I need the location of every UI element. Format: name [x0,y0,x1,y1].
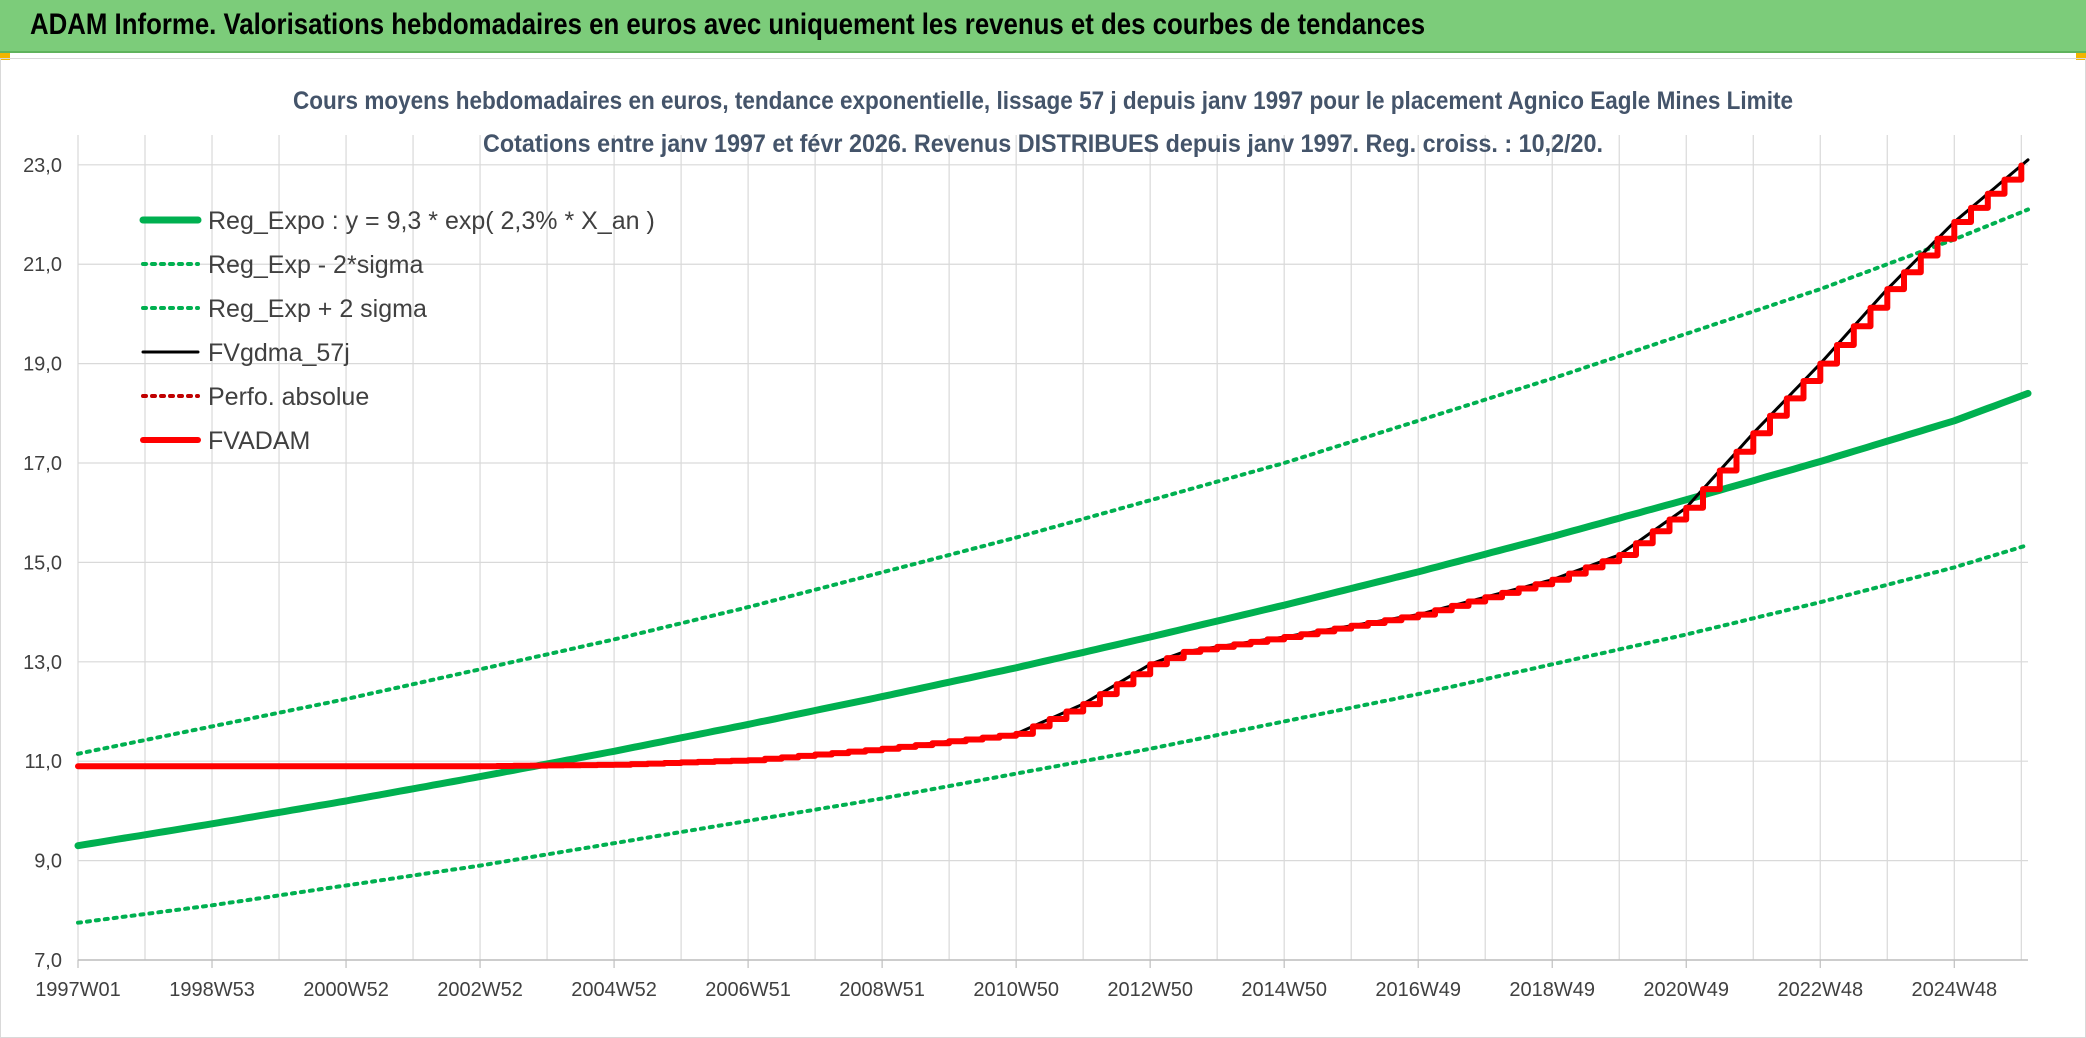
legend-label: FVADAM [208,427,310,455]
x-tick-label: 2016W49 [1375,979,1461,1001]
y-tick-label: 13,0 [23,652,62,674]
x-tick-label: 2000W52 [303,979,389,1001]
legend-label: Perfo. absolue [208,383,369,411]
series-line-reg-exp-2-sigma [76,543,2030,925]
axes: 7,0 9,0 11,0 13,0 15,0 17,0 19,0 21,0 23,0 1997W0… [23,155,2028,1001]
x-tick-label: 1997W01 [35,979,121,1001]
legend-label: Reg_Exp + 2 sigma [208,295,427,323]
report-banner: ADAM Informe. Valorisations hebdomadaire… [0,0,2086,53]
y-tick-label: 19,0 [23,354,62,376]
x-tick-label: 2012W50 [1107,979,1193,1001]
x-tick-label: 2020W49 [1643,979,1729,1001]
y-tick-label: 17,0 [23,453,62,475]
series-line-reg-exp-2-sigma [76,207,2030,756]
y-tick-label: 21,0 [23,254,62,276]
x-tick-label: 2006W51 [705,979,791,1001]
corner-marker-right [2076,53,2086,60]
x-tick-label: 2002W52 [437,979,523,1001]
series-line-fvadam [75,162,2025,770]
x-tick-label: 2014W50 [1241,979,1327,1001]
x-tick-label: 2024W48 [1911,979,1997,1001]
legend: Reg_Expo : y = 9,3 * exp( 2,3% * X_an ) R… [139,207,655,455]
x-tick-label: 2022W48 [1777,979,1863,1001]
x-tick-label: 2004W52 [571,979,657,1001]
x-tick-label: 2010W50 [973,979,1059,1001]
legend-label: Reg_Exp - 2*sigma [208,251,423,279]
series-lines [74,158,2032,925]
x-tick-label: 2008W51 [839,979,925,1001]
x-tick-label: 2018W49 [1509,979,1595,1001]
x-tick-label: 1998W53 [169,979,255,1001]
y-tick-label: 23,0 [23,155,62,177]
corner-marker-left [0,53,10,60]
y-tick-label: 9,0 [34,851,62,873]
legend-label: Reg_Expo : y = 9,3 * exp( 2,3% * X_an ) [208,207,655,235]
legend-label: FVgdma_57j [208,339,350,367]
chart-title: Cours moyens hebdomadaires en euros, ten… [293,87,1793,115]
y-tick-label: 15,0 [23,552,62,574]
y-tick-label: 7,0 [34,950,62,972]
report-title: ADAM Informe. Valorisations hebdomadaire… [30,8,1426,41]
chart-subtitle: Cotations entre janv 1997 et févr 2026. … [483,130,1603,158]
y-tick-label: 11,0 [25,751,62,773]
